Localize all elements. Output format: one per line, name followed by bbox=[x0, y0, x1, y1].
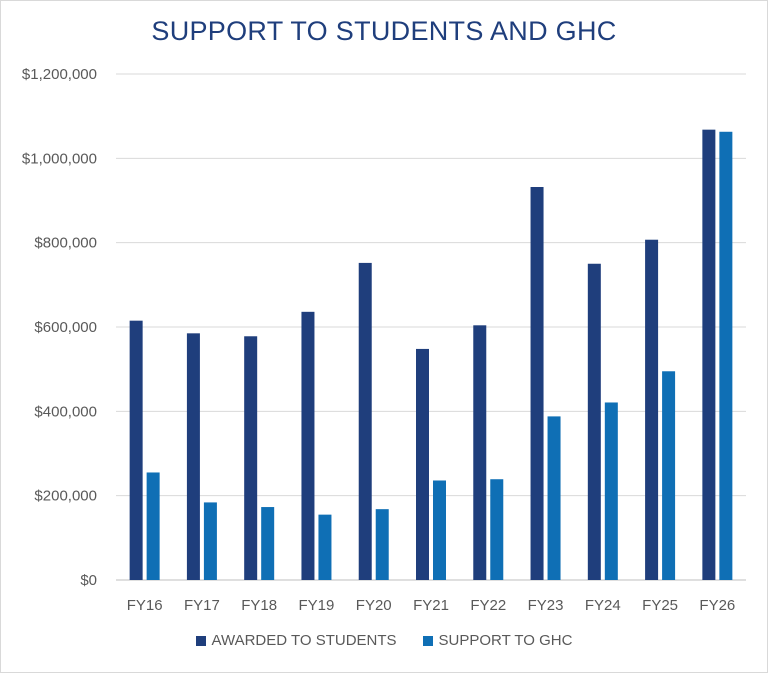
bar-support bbox=[547, 416, 561, 580]
chart-title: SUPPORT TO STUDENTS AND GHC bbox=[151, 16, 617, 46]
bar-awarded bbox=[645, 239, 659, 580]
x-tick-label: FY18 bbox=[241, 597, 277, 614]
x-tick-label: FY25 bbox=[642, 597, 678, 614]
y-tick-label: $600,000 bbox=[34, 319, 97, 336]
bar-support bbox=[490, 479, 504, 580]
bar-support bbox=[318, 514, 332, 580]
legend-label-support: SUPPORT TO GHC bbox=[438, 632, 573, 649]
x-tick-label: FY26 bbox=[699, 597, 735, 614]
x-tick-label: FY21 bbox=[413, 597, 449, 614]
bar-awarded bbox=[530, 187, 544, 581]
x-tick-label: FY20 bbox=[356, 597, 392, 614]
x-tick-label: FY24 bbox=[585, 597, 621, 614]
y-tick-label: $400,000 bbox=[34, 403, 97, 420]
x-tick-label: FY19 bbox=[299, 597, 335, 614]
legend: AWARDED TO STUDENTS SUPPORT TO GHC bbox=[0, 632, 768, 649]
bar-support bbox=[662, 371, 676, 580]
bar-support bbox=[604, 402, 618, 580]
x-tick-label: FY22 bbox=[470, 597, 506, 614]
bar-support bbox=[719, 131, 733, 581]
y-tick-label: $800,000 bbox=[34, 235, 97, 252]
bar-awarded bbox=[358, 262, 372, 580]
y-tick-label: $0 bbox=[80, 572, 97, 589]
y-tick-label: $1,000,000 bbox=[22, 150, 97, 167]
x-tick-label: FY17 bbox=[184, 597, 220, 614]
bar-support bbox=[433, 480, 446, 580]
bar-support bbox=[261, 507, 275, 580]
bar-support bbox=[146, 472, 160, 580]
bar-awarded bbox=[587, 263, 601, 580]
bar-support bbox=[203, 502, 217, 580]
bar-awarded bbox=[702, 129, 716, 580]
legend-item-awarded: AWARDED TO STUDENTS bbox=[195, 632, 397, 649]
y-tick-label: $200,000 bbox=[34, 488, 97, 505]
bar-awarded bbox=[473, 325, 487, 580]
bar-awarded bbox=[416, 348, 429, 580]
x-tick-label: FY23 bbox=[528, 597, 564, 614]
bar-support bbox=[375, 509, 389, 580]
bar-awarded bbox=[129, 320, 143, 580]
y-tick-label: $1,200,000 bbox=[22, 66, 97, 83]
bar-awarded bbox=[186, 333, 200, 580]
x-tick-label: FY16 bbox=[127, 597, 163, 614]
bar-awarded bbox=[301, 311, 315, 580]
legend-swatch-support bbox=[422, 635, 433, 646]
legend-label-awarded: AWARDED TO STUDENTS bbox=[211, 632, 397, 649]
legend-item-support: SUPPORT TO GHC bbox=[422, 632, 573, 649]
legend-swatch-awarded bbox=[195, 635, 206, 646]
bar-awarded bbox=[244, 336, 258, 580]
